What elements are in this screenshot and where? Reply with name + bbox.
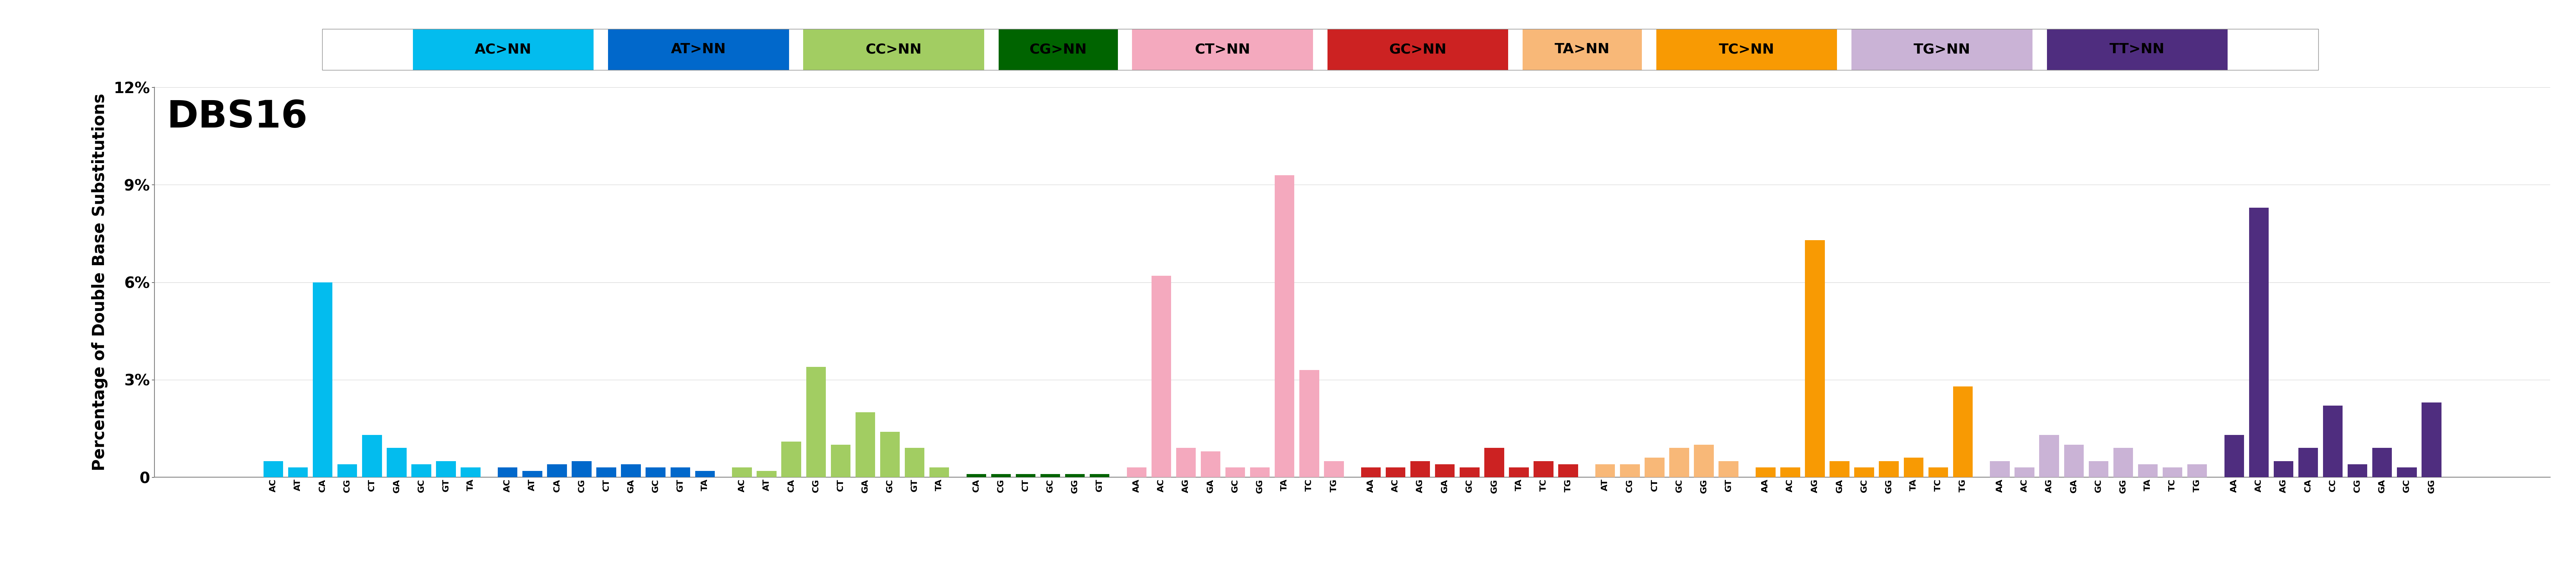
Bar [2275, 461, 2293, 477]
Text: CT>NN: CT>NN [1195, 43, 1249, 56]
Bar [696, 471, 714, 477]
Bar [757, 471, 775, 477]
Bar [1412, 461, 1430, 477]
Bar [523, 471, 541, 477]
Text: CC>NN: CC>NN [866, 43, 922, 56]
Bar [1435, 464, 1455, 477]
Bar [546, 464, 567, 477]
Text: AT>NN: AT>NN [670, 43, 726, 56]
Text: GC>NN: GC>NN [1388, 43, 1448, 56]
Bar [1953, 386, 1973, 477]
Bar [647, 467, 665, 477]
Bar [1151, 276, 1172, 477]
Bar [1360, 467, 1381, 477]
Bar [1510, 467, 1528, 477]
Bar [1620, 464, 1641, 477]
Bar [1558, 464, 1579, 477]
Bar [289, 467, 309, 477]
Bar [2223, 435, 2244, 477]
Bar [621, 464, 641, 477]
Bar [1904, 457, 1924, 477]
Y-axis label: Percentage of Double Base Substitutions: Percentage of Double Base Substitutions [93, 94, 108, 471]
Bar [1298, 370, 1319, 477]
Bar [930, 467, 948, 477]
Text: AC>NN: AC>NN [474, 43, 531, 56]
Text: CG>NN: CG>NN [1030, 43, 1087, 56]
Bar [2347, 464, 2367, 477]
Bar [263, 461, 283, 477]
Bar [461, 467, 482, 477]
Text: TT>NN: TT>NN [2110, 43, 2164, 56]
Bar [2138, 464, 2159, 477]
Bar [855, 412, 876, 477]
Bar [732, 467, 752, 477]
Bar [1249, 467, 1270, 477]
Bar [1595, 464, 1615, 477]
Bar [1878, 461, 1899, 477]
Bar [781, 442, 801, 477]
Bar [2040, 435, 2058, 477]
Bar [2372, 448, 2393, 477]
Bar [2421, 403, 2442, 477]
Bar [2298, 448, 2318, 477]
Bar [904, 448, 925, 477]
Bar [1064, 474, 1084, 477]
Bar [1929, 467, 1947, 477]
Bar [1695, 445, 1713, 477]
Text: TA>NN: TA>NN [1556, 43, 1610, 56]
Bar [1643, 457, 1664, 477]
Bar [337, 464, 358, 477]
Bar [1324, 461, 1345, 477]
Bar [1991, 461, 2009, 477]
Bar [497, 467, 518, 477]
Bar [412, 464, 430, 477]
Bar [1669, 448, 1690, 477]
Bar [1386, 467, 1406, 477]
Bar [992, 474, 1010, 477]
Bar [1461, 467, 1479, 477]
Bar [1484, 448, 1504, 477]
Bar [1718, 461, 1739, 477]
Bar [1780, 467, 1801, 477]
Text: TC>NN: TC>NN [1718, 43, 1775, 56]
Bar [2187, 464, 2208, 477]
Bar [1829, 461, 1850, 477]
Bar [2324, 406, 2342, 477]
Bar [966, 474, 987, 477]
Bar [1275, 175, 1293, 477]
Bar [572, 461, 592, 477]
Bar [2112, 448, 2133, 477]
Bar [1806, 240, 1824, 477]
Bar [806, 367, 827, 477]
Bar [435, 461, 456, 477]
Bar [312, 282, 332, 477]
Bar [1200, 451, 1221, 477]
Text: TG>NN: TG>NN [1914, 43, 1971, 56]
Bar [363, 435, 381, 477]
Bar [1015, 474, 1036, 477]
Bar [1041, 474, 1061, 477]
Bar [1533, 461, 1553, 477]
Bar [881, 432, 899, 477]
Bar [2396, 467, 2416, 477]
Bar [2164, 467, 2182, 477]
Bar [2249, 208, 2269, 477]
Text: DBS16: DBS16 [167, 99, 307, 136]
Bar [2089, 461, 2107, 477]
Bar [670, 467, 690, 477]
Bar [1126, 467, 1146, 477]
Bar [1226, 467, 1244, 477]
Bar [829, 445, 850, 477]
Bar [2063, 445, 2084, 477]
Bar [1090, 474, 1110, 477]
Bar [598, 467, 616, 477]
Bar [386, 448, 407, 477]
Bar [1177, 448, 1195, 477]
Bar [1855, 467, 1875, 477]
Bar [2014, 467, 2035, 477]
Bar [1757, 467, 1775, 477]
